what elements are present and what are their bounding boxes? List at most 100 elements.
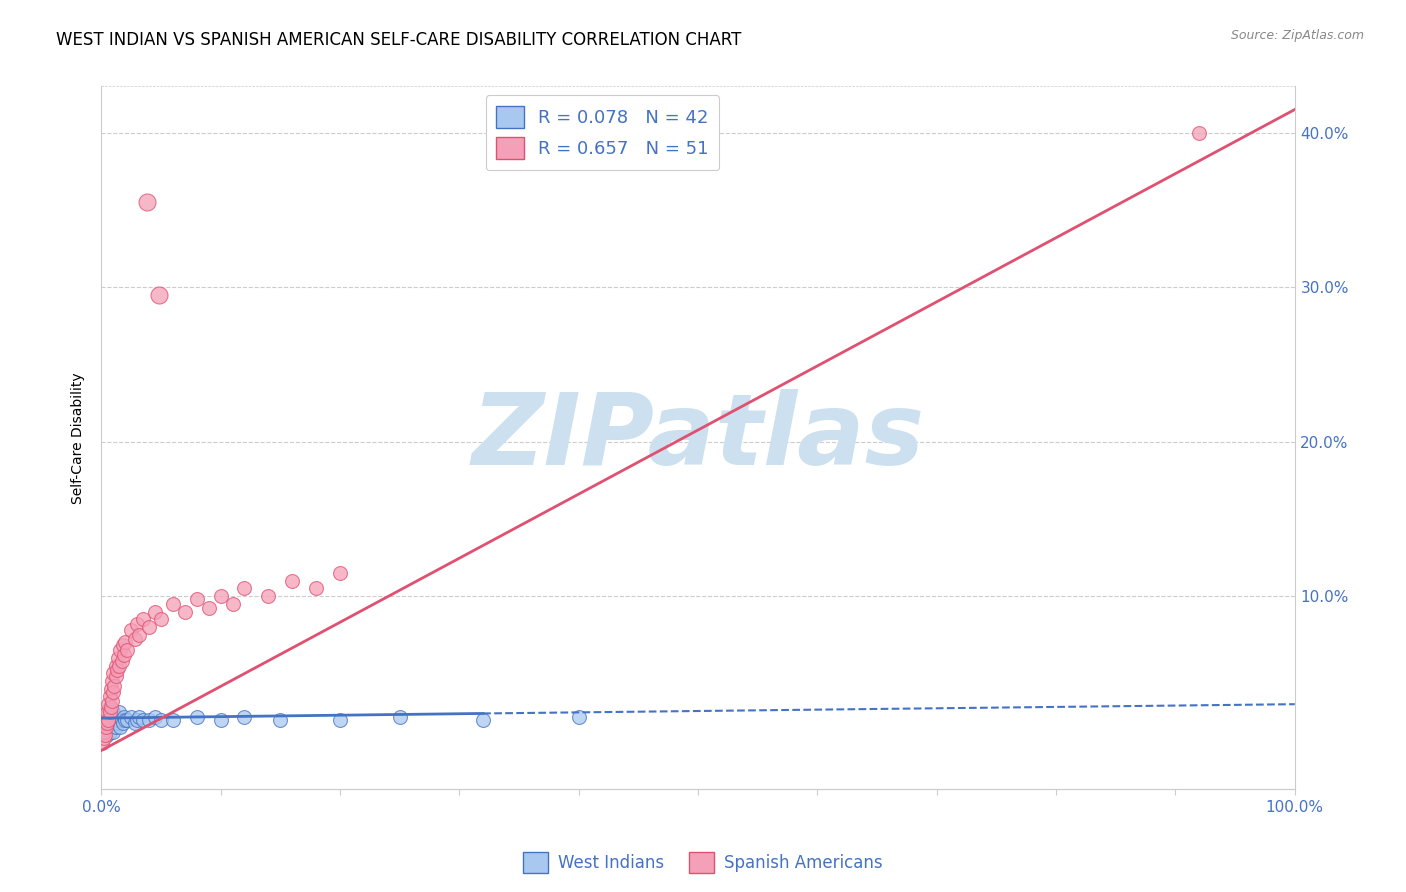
Point — [125, 616, 148, 631]
Point — [125, 713, 148, 727]
Point — [110, 720, 132, 734]
Point — [112, 648, 135, 662]
Point — [94, 715, 117, 730]
Point — [138, 713, 160, 727]
Point — [104, 658, 127, 673]
Point — [100, 681, 122, 696]
Point — [103, 679, 125, 693]
Point — [101, 715, 124, 730]
Point — [105, 663, 128, 677]
Point — [233, 582, 256, 596]
Point — [117, 713, 139, 727]
Point — [100, 713, 122, 727]
Point — [114, 635, 136, 649]
Point — [108, 705, 131, 719]
Point — [91, 736, 114, 750]
Point — [110, 643, 132, 657]
Point — [96, 715, 118, 730]
Point — [94, 720, 117, 734]
Point — [329, 713, 352, 727]
Point — [101, 694, 124, 708]
Legend: R = 0.078   N = 42, R = 0.657   N = 51: R = 0.078 N = 42, R = 0.657 N = 51 — [485, 95, 720, 170]
Point — [120, 623, 142, 637]
Point — [124, 632, 146, 647]
Point — [128, 709, 150, 723]
Text: Source: ZipAtlas.com: Source: ZipAtlas.com — [1230, 29, 1364, 42]
Point — [98, 700, 121, 714]
Point — [162, 597, 184, 611]
Point — [138, 620, 160, 634]
Point — [135, 195, 157, 210]
Point — [209, 589, 232, 603]
Point — [114, 713, 136, 727]
Point — [124, 715, 146, 730]
Point — [305, 582, 328, 596]
Point — [128, 628, 150, 642]
Point — [117, 643, 139, 657]
Point — [93, 713, 115, 727]
Point — [98, 725, 121, 739]
Point — [104, 709, 127, 723]
Point — [108, 658, 131, 673]
Point — [111, 715, 134, 730]
Point — [100, 720, 122, 734]
Point — [162, 713, 184, 727]
Point — [143, 605, 166, 619]
Point — [98, 690, 121, 704]
Point — [269, 713, 291, 727]
Text: ZIPatlas: ZIPatlas — [471, 389, 925, 486]
Point — [329, 566, 352, 580]
Point — [97, 713, 120, 727]
Point — [103, 713, 125, 727]
Point — [221, 597, 243, 611]
Point — [281, 574, 304, 588]
Point — [93, 725, 115, 739]
Point — [173, 605, 195, 619]
Point — [97, 697, 120, 711]
Point — [388, 709, 411, 723]
Point — [233, 709, 256, 723]
Point — [132, 612, 155, 626]
Point — [111, 639, 134, 653]
Point — [1188, 126, 1211, 140]
Point — [132, 713, 155, 727]
Point — [149, 713, 172, 727]
Point — [112, 709, 135, 723]
Point — [101, 685, 124, 699]
Point — [186, 709, 208, 723]
Point — [94, 720, 117, 734]
Point — [110, 654, 132, 668]
Point — [94, 709, 117, 723]
Point — [94, 715, 117, 730]
Point — [107, 713, 129, 727]
Point — [186, 592, 208, 607]
Point — [149, 612, 172, 626]
Point — [105, 715, 128, 730]
Legend: West Indians, Spanish Americans: West Indians, Spanish Americans — [516, 846, 890, 880]
Point — [100, 700, 122, 714]
Point — [143, 709, 166, 723]
Point — [107, 651, 129, 665]
Y-axis label: Self-Care Disability: Self-Care Disability — [72, 372, 86, 504]
Point — [104, 720, 127, 734]
Point — [93, 731, 115, 746]
Point — [97, 705, 120, 719]
Point — [209, 713, 232, 727]
Point — [98, 705, 121, 719]
Point — [110, 713, 132, 727]
Point — [101, 705, 124, 719]
Text: WEST INDIAN VS SPANISH AMERICAN SELF-CARE DISABILITY CORRELATION CHART: WEST INDIAN VS SPANISH AMERICAN SELF-CAR… — [56, 31, 741, 49]
Point — [120, 709, 142, 723]
Point — [472, 713, 495, 727]
Point — [101, 673, 124, 688]
Point — [257, 589, 280, 603]
Point — [94, 728, 117, 742]
Point — [104, 669, 127, 683]
Point — [96, 705, 118, 719]
Point — [101, 666, 124, 681]
Point — [197, 601, 219, 615]
Point — [96, 709, 118, 723]
Point — [96, 728, 118, 742]
Point — [568, 709, 591, 723]
Point — [101, 725, 124, 739]
